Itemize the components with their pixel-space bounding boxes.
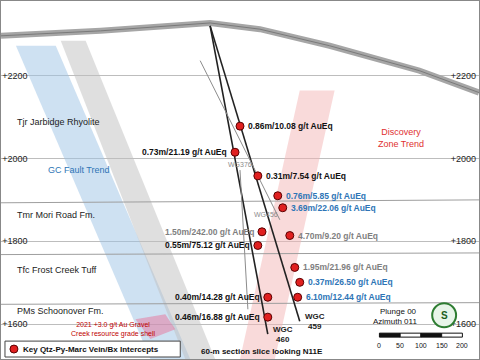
svg-text:0.37m/26.50 g/t AuEq: 0.37m/26.50 g/t AuEq: [308, 277, 393, 287]
svg-text:Plunge 00: Plunge 00: [380, 307, 417, 316]
svg-text:4.70m/9.20 g/t AuEq: 4.70m/9.20 g/t AuEq: [298, 231, 378, 241]
svg-text:0.76m/5.85 g/t AuEq: 0.76m/5.85 g/t AuEq: [286, 191, 366, 201]
svg-text:0.40m/14.28 g/t AuEq: 0.40m/14.28 g/t AuEq: [175, 292, 260, 302]
svg-text:Tfc Frost Creek Tuff: Tfc Frost Creek Tuff: [17, 265, 97, 275]
svg-text:+1600: +1600: [451, 319, 476, 329]
svg-text:0.31m/7.54 g/t AuEq: 0.31m/7.54 g/t AuEq: [266, 171, 346, 181]
svg-text:50: 50: [396, 342, 404, 349]
svg-text:200: 200: [456, 342, 468, 349]
svg-text:0.73m/21.19 g/t AuEq: 0.73m/21.19 g/t AuEq: [142, 147, 227, 157]
svg-text:1.95m/21.96 g/t AuEq: 1.95m/21.96 g/t AuEq: [303, 262, 388, 272]
svg-text:1.50m/242.00 g/t AuEq: 1.50m/242.00 g/t AuEq: [165, 227, 254, 237]
svg-text:WGC460: WGC460: [273, 325, 293, 344]
svg-text:+2200: +2200: [451, 71, 476, 81]
svg-text:+2200: +2200: [2, 71, 27, 81]
svg-text:Tjr Jarbidge Rhyolite: Tjr Jarbidge Rhyolite: [17, 117, 100, 127]
svg-text:3.69m/22.06 g/t AuEq: 3.69m/22.06 g/t AuEq: [291, 203, 376, 213]
svg-text:+1600: +1600: [2, 319, 27, 329]
svg-text:Azimuth 011: Azimuth 011: [373, 317, 417, 326]
svg-text:+1800: +1800: [2, 236, 27, 246]
svg-text:150: 150: [436, 342, 448, 349]
svg-text:Key Qtz-Py-Marc Vein/Bx Interc: Key Qtz-Py-Marc Vein/Bx Intercepts: [23, 345, 159, 354]
svg-text:0.55m/75.12 g/t AuEq: 0.55m/75.12 g/t AuEq: [165, 240, 250, 250]
svg-text:6.10m/12.44 g/t AuEq: 6.10m/12.44 g/t AuEq: [306, 292, 391, 302]
svg-text:WG456: WG456: [254, 211, 278, 218]
svg-text:0.46m/16.88 g/t AuEq: 0.46m/16.88 g/t AuEq: [175, 312, 260, 322]
svg-text:+1800: +1800: [451, 236, 476, 246]
svg-text:+2000: +2000: [451, 154, 476, 164]
svg-text:S: S: [441, 310, 448, 321]
svg-text:WGC459: WGC459: [305, 312, 325, 331]
svg-text:0.86m/10.08 g/t AuEq: 0.86m/10.08 g/t AuEq: [248, 121, 333, 131]
svg-text:100: 100: [415, 342, 427, 349]
svg-text:PMs Schoonover Fm.: PMs Schoonover Fm.: [17, 306, 104, 316]
svg-text:0: 0: [377, 342, 381, 349]
svg-text:GC Fault Trend: GC Fault Trend: [48, 165, 110, 175]
svg-text:60-m section slice looking N11: 60-m section slice looking N11E: [201, 347, 323, 356]
svg-text:+2000: +2000: [2, 154, 27, 164]
svg-text:WG376: WG376: [228, 161, 252, 168]
svg-text:Tmr Mori Road Fm.: Tmr Mori Road Fm.: [17, 210, 95, 220]
svg-text:2021 +3.0 g/t Au GravelCreek r: 2021 +3.0 g/t Au GravelCreek resource gr…: [71, 321, 155, 338]
svg-text:DiscoveryZone Trend: DiscoveryZone Trend: [378, 127, 424, 149]
